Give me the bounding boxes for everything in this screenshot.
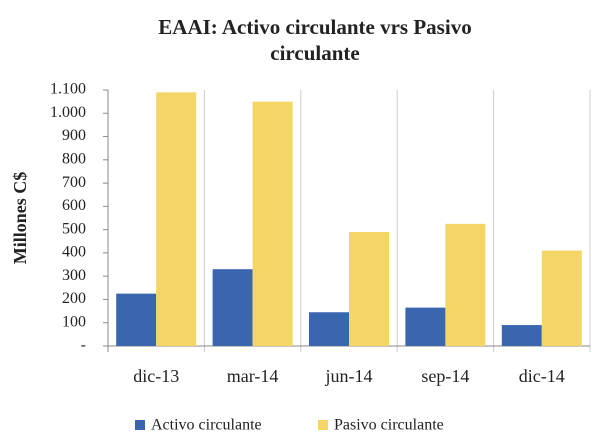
y-tick-label: 100 [62, 313, 86, 330]
legend-label: Pasivo circulante [334, 417, 444, 434]
bar [349, 231, 389, 346]
x-tick-label: sep-14 [421, 366, 469, 386]
bar [309, 312, 349, 346]
legend-swatch [318, 420, 328, 430]
bar [445, 223, 486, 346]
bar [156, 92, 197, 346]
bar [501, 325, 542, 346]
y-tick-label: 800 [62, 150, 86, 167]
y-tick-label: 900 [62, 127, 86, 144]
x-tick-label: dic-14 [519, 366, 565, 386]
x-tick-label: mar-14 [227, 366, 279, 386]
y-tick-label: 700 [62, 174, 86, 191]
y-axis-label: Millones C$ [10, 172, 30, 265]
y-tick-label: 400 [62, 244, 86, 261]
bar [252, 101, 293, 347]
x-tick-label: jun-14 [325, 366, 373, 386]
x-tick-label: dic-13 [133, 366, 179, 386]
y-tick-label: 600 [62, 197, 86, 214]
y-tick-label: 300 [62, 267, 86, 284]
bar [405, 307, 446, 346]
y-tick-label: 500 [62, 220, 86, 237]
y-tick-label: 200 [62, 290, 86, 307]
bar [541, 250, 582, 346]
legend-label: Activo circulante [151, 417, 262, 434]
y-tick-label: 1.000 [50, 104, 86, 121]
y-tick-label: - [81, 337, 86, 354]
bar [116, 293, 157, 346]
chart-title: EAAI: Activo circulante vrs Pasivo circu… [158, 15, 472, 65]
legend-swatch [135, 420, 145, 430]
bar [212, 269, 253, 346]
y-tick-label: 1.100 [50, 81, 86, 98]
